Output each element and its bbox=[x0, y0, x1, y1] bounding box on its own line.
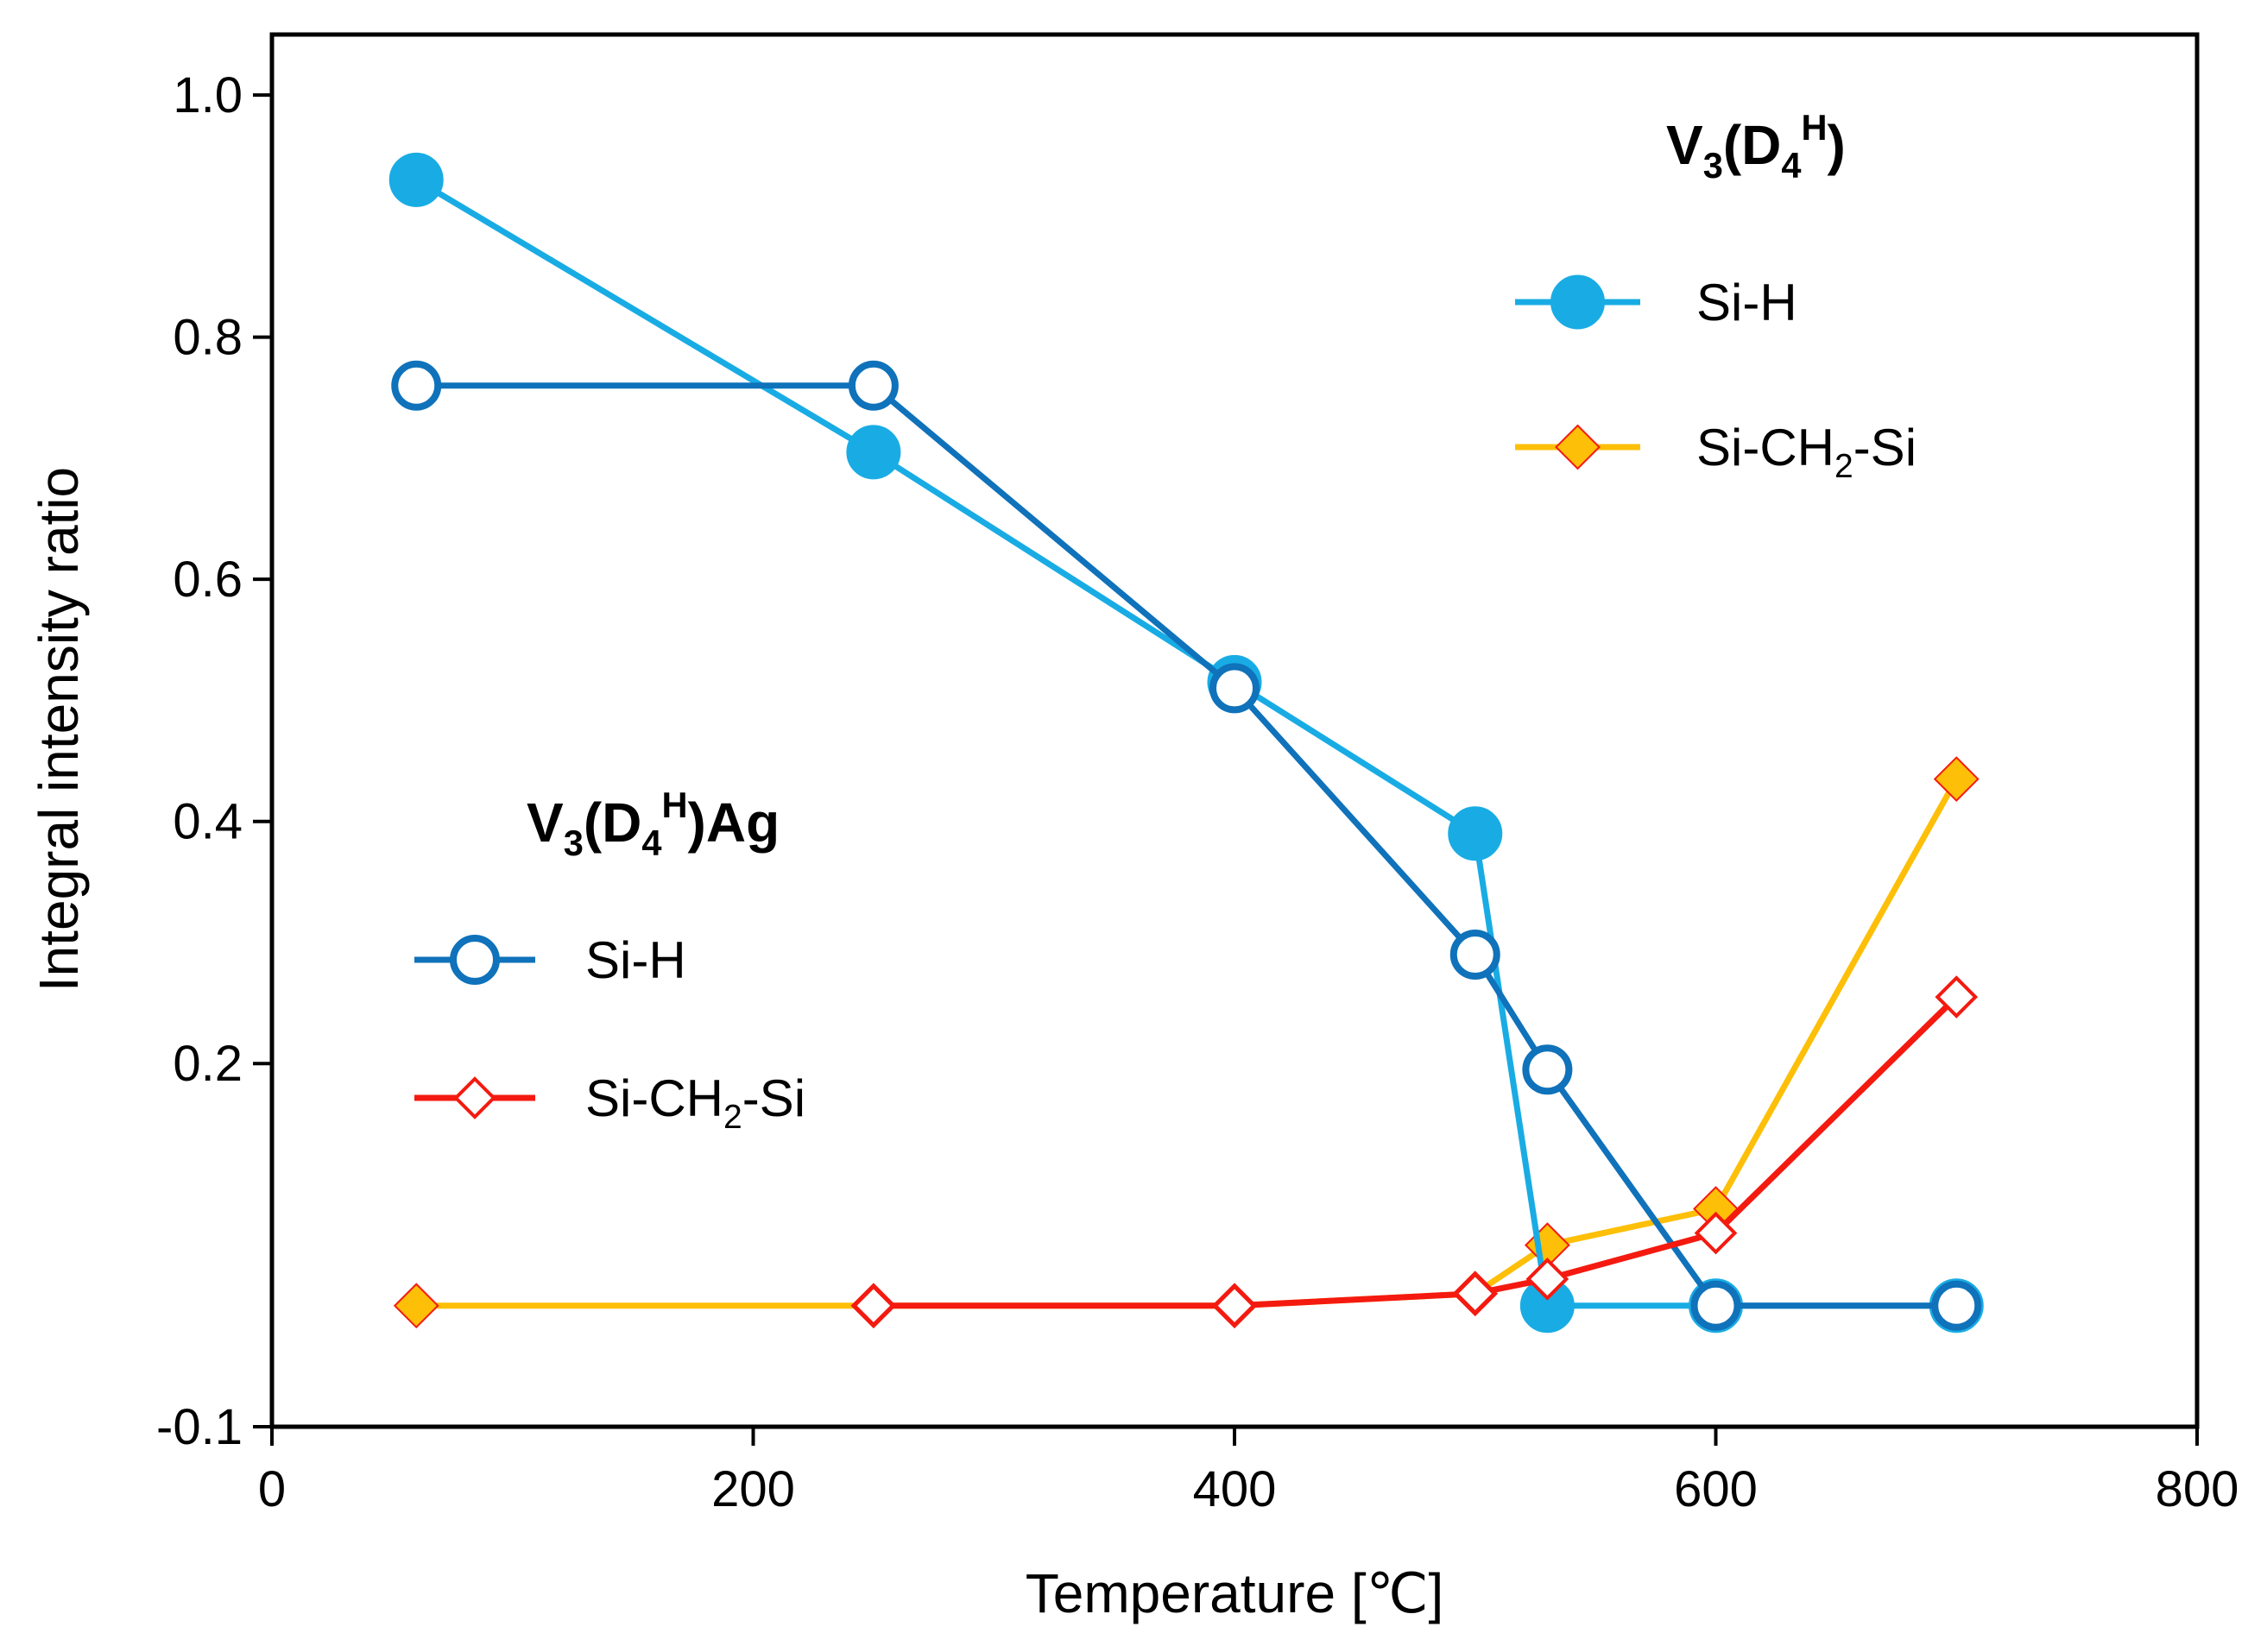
data-point bbox=[393, 1283, 439, 1329]
tick-labels: 0 200 400 600 800 -0.1 0.2 0.4 0.6 0.8 1.0 bbox=[156, 67, 2239, 1517]
x-tick-label: 600 bbox=[1674, 1461, 1758, 1517]
x-tick-label: 0 bbox=[258, 1461, 286, 1517]
data-point bbox=[1449, 929, 1500, 980]
data-point bbox=[1690, 1280, 1741, 1331]
series-line bbox=[873, 994, 1959, 1309]
legend-group-v3d4hag: V3(D4H)Ag Si-H Si-CH2-Si bbox=[414, 785, 805, 1136]
legend-marker bbox=[453, 1076, 496, 1119]
data-point bbox=[1525, 1258, 1569, 1301]
legend-item-v3d4hag-si-h: Si-H bbox=[414, 931, 686, 989]
data-point bbox=[1694, 1211, 1738, 1255]
data-point bbox=[1453, 1271, 1497, 1315]
legend-label: Si-CH2-Si bbox=[1696, 419, 1917, 485]
data-point bbox=[1935, 975, 1979, 1018]
legend-item-v3d4h-si-h: Si-H bbox=[1515, 274, 1797, 331]
legend-item-v3d4h-si-ch2-si: Si-CH2-Si bbox=[1515, 419, 1917, 485]
y-tick-label: 0.6 bbox=[173, 552, 243, 608]
data-point bbox=[1448, 806, 1503, 861]
legend-marker bbox=[450, 935, 500, 985]
x-tick-label: 400 bbox=[1193, 1461, 1277, 1517]
legend-label: Si-H bbox=[585, 931, 686, 989]
series-2 bbox=[391, 360, 1982, 1331]
data-point bbox=[852, 1283, 895, 1327]
y-tick-label: 0.2 bbox=[173, 1036, 243, 1092]
legend-marker bbox=[1550, 274, 1605, 330]
series-3 bbox=[852, 975, 1979, 1327]
data-point bbox=[846, 425, 901, 480]
data-point bbox=[388, 152, 444, 207]
plot-frame bbox=[269, 32, 2200, 1429]
legend-label: Si-CH2-Si bbox=[585, 1069, 805, 1136]
data-point bbox=[848, 360, 899, 411]
y-tick-label: 1.0 bbox=[173, 67, 243, 123]
data-point bbox=[1522, 1044, 1573, 1095]
x-axis-title: Temperature [℃] bbox=[1026, 1562, 1444, 1624]
data-point bbox=[1209, 663, 1260, 714]
y-tick-label: 0.4 bbox=[173, 794, 243, 850]
legend-group-v3d4h: V3(D4H) Si-H Si-CH2-Si bbox=[1515, 107, 1917, 485]
series-layer bbox=[388, 152, 1984, 1334]
legend-label: Si-H bbox=[1696, 274, 1797, 331]
legend-item-v3d4hag-si-ch2-si: Si-CH2-Si bbox=[414, 1069, 805, 1136]
x-tick-label: 200 bbox=[711, 1461, 795, 1517]
x-tick-label: 800 bbox=[2156, 1461, 2239, 1517]
legend-title-v3d4hag: V3(D4H)Ag bbox=[527, 785, 780, 863]
axis-ticks bbox=[253, 93, 2199, 1446]
data-point bbox=[1933, 756, 1980, 803]
series-line bbox=[414, 177, 1957, 1309]
legend-title-v3d4h: V3(D4H) bbox=[1666, 107, 1846, 186]
y-axis-title: Integral intensity ratio bbox=[28, 467, 90, 992]
data-point bbox=[391, 360, 442, 411]
y-tick-label: -0.1 bbox=[156, 1399, 243, 1455]
data-point bbox=[1931, 1280, 1982, 1331]
y-tick-label: 0.8 bbox=[173, 310, 243, 366]
data-point bbox=[1213, 1283, 1256, 1327]
legend-marker bbox=[1555, 424, 1601, 470]
